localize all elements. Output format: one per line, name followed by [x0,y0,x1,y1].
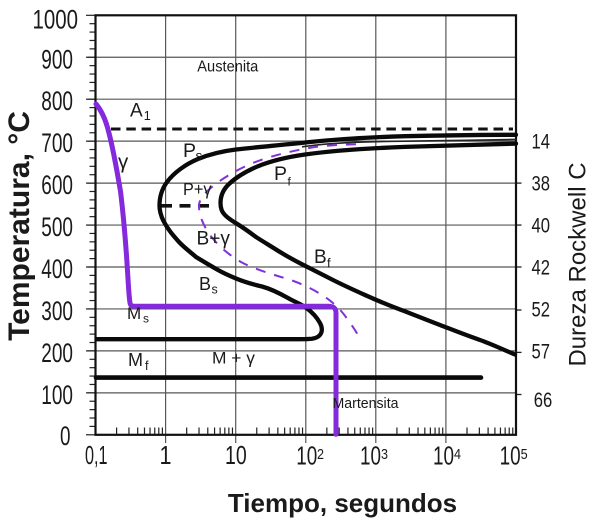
svg-text:s: s [212,283,218,297]
svg-text:500: 500 [41,212,73,242]
svg-text:52: 52 [531,298,550,321]
svg-text:66: 66 [534,389,553,412]
svg-text:B+γ: B+γ [197,229,231,250]
svg-text:900: 900 [41,44,73,74]
svg-text:10: 10 [225,440,247,470]
svg-text:700: 700 [41,128,73,158]
svg-text:f: f [327,256,331,271]
svg-text:Tiempo, segundos: Tiempo, segundos [228,488,457,518]
svg-text:400: 400 [41,254,73,284]
svg-text:1: 1 [144,109,151,123]
svg-text:1: 1 [160,440,172,470]
svg-text:0: 0 [60,421,71,451]
svg-text:A: A [130,101,143,122]
svg-text:200: 200 [41,338,73,368]
svg-text:4: 4 [454,446,461,463]
svg-text:40: 40 [531,215,550,238]
svg-text:10: 10 [500,441,521,471]
svg-text:f: f [288,175,292,189]
svg-text:s: s [196,149,203,164]
svg-text:Martensita: Martensita [333,396,400,412]
svg-text:M: M [127,304,141,323]
svg-text:800: 800 [41,86,73,116]
svg-text:600: 600 [41,170,73,200]
svg-text:10: 10 [433,441,454,471]
svg-text:γ: γ [118,151,129,174]
svg-text:f: f [145,359,149,373]
svg-text:M: M [128,350,143,370]
svg-text:s: s [143,312,149,326]
svg-text:300: 300 [41,296,73,326]
svg-text:14: 14 [531,131,550,154]
svg-text:42: 42 [531,257,550,280]
svg-text:B: B [314,247,327,268]
svg-text:3: 3 [381,446,388,463]
svg-text:38: 38 [531,173,550,196]
svg-text:P: P [183,140,196,162]
svg-text:Dureza Rockwell C: Dureza Rockwell C [565,162,592,366]
svg-text:10: 10 [296,441,317,471]
svg-text:2: 2 [317,446,324,463]
svg-text:P: P [274,163,287,185]
svg-text:57: 57 [531,340,550,363]
svg-text:P+γ: P+γ [183,179,212,199]
svg-text:M + γ: M + γ [212,349,255,368]
svg-text:B: B [199,274,211,294]
svg-text:0,1: 0,1 [85,440,108,470]
svg-text:Temperatura, °C: Temperatura, °C [3,111,36,341]
svg-text:100: 100 [41,380,73,410]
svg-text:1000: 1000 [33,4,79,34]
svg-text:Austenita: Austenita [197,59,258,76]
svg-text:10: 10 [360,441,381,471]
svg-text:5: 5 [521,446,528,463]
